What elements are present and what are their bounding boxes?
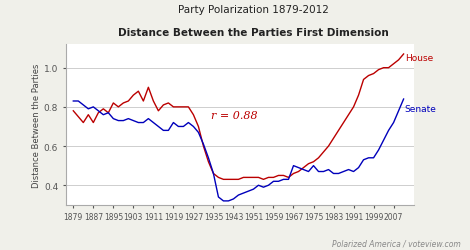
Text: Senate: Senate	[405, 105, 437, 114]
Text: Polarized America / voteview.com: Polarized America / voteview.com	[332, 238, 461, 248]
Text: Party Polarization 1879-2012: Party Polarization 1879-2012	[178, 5, 329, 15]
Y-axis label: Distance Between the Parties: Distance Between the Parties	[32, 63, 41, 187]
Text: Distance Between the Parties First Dimension: Distance Between the Parties First Dimen…	[118, 28, 389, 38]
Text: r = 0.88: r = 0.88	[211, 110, 258, 120]
Text: House: House	[405, 54, 433, 63]
